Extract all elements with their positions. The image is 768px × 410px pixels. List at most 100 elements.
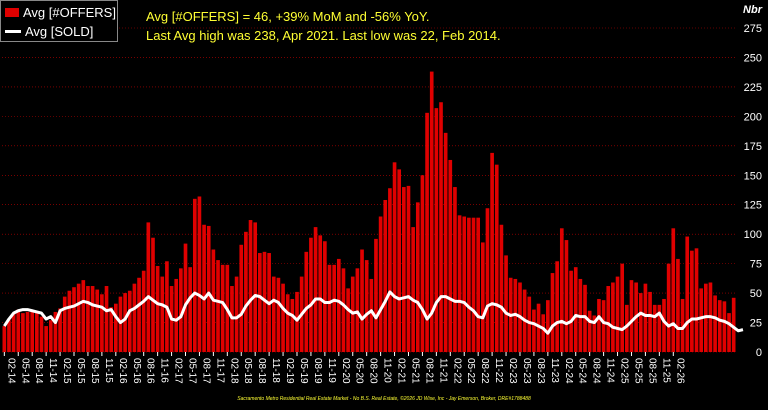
headline-stats: Avg [#OFFERS] = 46, +39% MoM and -56% Yo… <box>146 9 430 24</box>
bar <box>35 311 39 352</box>
bar <box>676 258 680 352</box>
bar <box>62 296 67 352</box>
legend-item-offers: Avg [#OFFERS] <box>5 3 116 21</box>
bar <box>569 270 573 352</box>
bar <box>532 309 536 352</box>
bar <box>425 112 429 352</box>
y-tick-label: 275 <box>744 23 762 35</box>
bar <box>573 267 578 352</box>
x-tick-label: 05-20 <box>354 358 365 384</box>
bar <box>118 296 123 352</box>
sold-line <box>3 290 744 335</box>
bar <box>527 296 532 352</box>
bar <box>685 236 690 352</box>
y-tick-label: 125 <box>744 200 762 212</box>
bar <box>485 208 490 352</box>
legend: Avg [#OFFERS] Avg [SOLD] <box>0 0 118 42</box>
bar <box>364 260 369 352</box>
bar <box>597 298 601 352</box>
x-tick-label: 11-14 <box>47 358 58 383</box>
bar <box>58 308 62 352</box>
x-tick-label: 08-20 <box>368 358 379 384</box>
bar <box>244 231 248 352</box>
bar <box>550 273 555 352</box>
bar <box>72 287 76 352</box>
bar <box>415 202 420 352</box>
y-tick-label: 0 <box>756 347 762 359</box>
x-tick-label: 02-21 <box>396 358 407 384</box>
bar <box>336 258 341 352</box>
legend-item-sold: Avg [SOLD] <box>5 22 93 40</box>
bar <box>541 314 546 352</box>
bar <box>174 278 179 352</box>
x-tick-label: 11-25 <box>660 358 671 383</box>
bar <box>717 300 722 352</box>
x-tick-label: 05-15 <box>75 358 86 384</box>
bar <box>555 261 559 352</box>
x-tick-label: 05-25 <box>632 358 643 384</box>
bar <box>411 227 415 352</box>
bar <box>383 200 388 352</box>
x-tick-label: 08-18 <box>256 358 267 384</box>
y-tick-label: 50 <box>750 288 762 300</box>
bar <box>188 267 192 352</box>
bar <box>234 276 239 352</box>
bar <box>476 217 480 352</box>
x-tick-label: 11-18 <box>270 358 281 383</box>
bar <box>471 217 476 352</box>
x-tick-label: 08-23 <box>535 358 546 384</box>
bar <box>467 217 471 352</box>
bar <box>713 295 717 352</box>
bar <box>30 311 35 352</box>
x-tick-label: 08-15 <box>89 358 100 384</box>
bar <box>490 152 494 352</box>
x-tick-label: 08-19 <box>312 358 323 384</box>
bar <box>606 286 611 352</box>
bar <box>727 313 731 352</box>
bar <box>462 216 467 352</box>
bar <box>494 164 499 352</box>
sold-line-path <box>3 290 744 335</box>
x-tick-label: 05-21 <box>409 358 420 384</box>
x-tick-label: 08-16 <box>145 358 156 384</box>
y-tick-label: 225 <box>744 82 762 94</box>
bar <box>81 280 86 352</box>
bar <box>304 251 309 352</box>
bar <box>179 268 183 352</box>
bar <box>141 270 146 352</box>
x-tick-label: 05-16 <box>131 358 142 384</box>
bar <box>327 264 332 352</box>
x-tick-label: 02-16 <box>117 358 128 384</box>
bar <box>151 237 155 352</box>
legend-offers-swatch <box>5 7 19 17</box>
bar <box>216 260 220 352</box>
bar <box>420 175 425 352</box>
bar <box>694 248 699 352</box>
x-tick-label: 05-18 <box>242 358 253 384</box>
bar <box>699 288 703 352</box>
y-tick-label: 175 <box>744 141 762 153</box>
bar <box>127 290 132 352</box>
bar <box>392 162 397 352</box>
x-tick-label: 05-24 <box>577 358 588 384</box>
bar <box>206 225 211 352</box>
bar <box>48 320 53 352</box>
bar <box>592 315 597 352</box>
x-tick-label: 11-21 <box>437 358 448 383</box>
bar <box>731 297 736 352</box>
bar <box>434 108 439 353</box>
bar <box>95 289 100 352</box>
bar <box>369 278 374 352</box>
x-axis-ticks: 02-14 05-14 08-14 11-14 02-15 05-15 08-15 11-15… <box>3 352 685 384</box>
bar <box>258 253 262 352</box>
bar <box>309 237 313 352</box>
bar <box>11 313 16 352</box>
bar <box>21 313 25 352</box>
bar <box>564 240 569 352</box>
y-tick-label: 75 <box>750 259 762 271</box>
bar <box>220 264 225 352</box>
bar <box>239 244 244 352</box>
bar <box>313 227 318 352</box>
bar <box>341 268 346 352</box>
